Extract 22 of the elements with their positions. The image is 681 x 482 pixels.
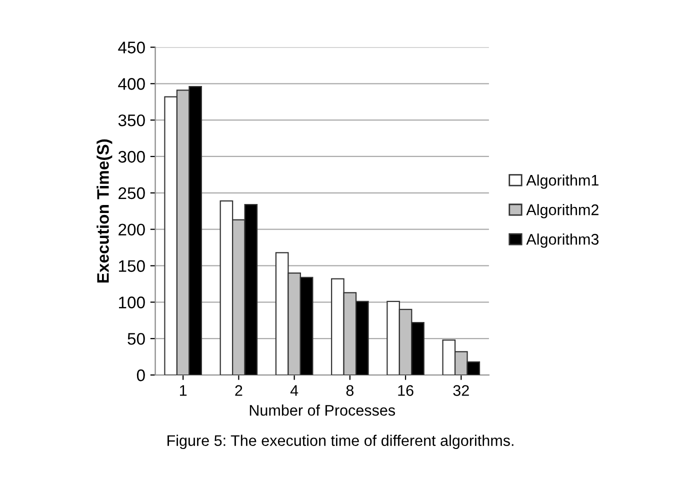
- x-tick-label: 16: [398, 385, 414, 396]
- caption: Figure 5: The execution time of different algorithms.: [168, 434, 514, 450]
- y-tick-label: 50: [128, 332, 145, 345]
- x-tick-label: 1: [180, 385, 187, 396]
- y-tick-label: 400: [118, 78, 145, 90]
- x-tick-label: 8: [346, 385, 354, 396]
- y-tick-label: 150: [119, 260, 145, 272]
- y-tick-label: 0: [136, 369, 145, 382]
- x-tick-label: 2: [235, 385, 242, 396]
- y-tick-label: 100: [119, 296, 145, 308]
- legend-label: Algorithm3: [526, 234, 599, 248]
- legend-label: Algorithm2: [526, 204, 598, 218]
- x-tick-label: 32: [453, 385, 469, 396]
- y-tick-label: 300: [118, 150, 145, 163]
- y-tick-label: 250: [118, 187, 145, 200]
- legend-label: Algorithm1: [526, 174, 598, 189]
- y-tick-label: 350: [118, 114, 145, 126]
- x-axis-title: Number of Processes: [250, 404, 396, 416]
- x-tick-label: 4: [290, 385, 298, 396]
- y-axis-title: Execution Time(S): [96, 139, 112, 283]
- y-tick-label: 200: [118, 224, 145, 236]
- y-tick-label: 450: [118, 42, 145, 54]
